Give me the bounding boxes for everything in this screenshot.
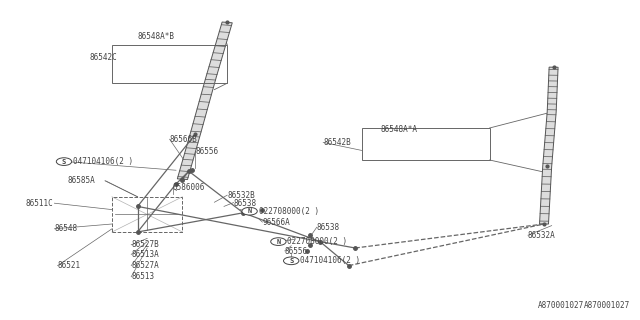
Text: 86548A*B: 86548A*B (138, 32, 175, 41)
Polygon shape (177, 22, 232, 180)
Text: 86532A: 86532A (528, 231, 556, 240)
Bar (112, 45, 227, 83)
Text: 86532B: 86532B (227, 191, 255, 200)
Text: 86556: 86556 (285, 247, 308, 256)
Circle shape (284, 257, 299, 265)
Text: 86538: 86538 (234, 199, 257, 208)
Text: 022708000(2 ): 022708000(2 ) (287, 237, 348, 246)
Circle shape (242, 207, 257, 215)
Text: 86513A: 86513A (131, 250, 159, 259)
Text: 86585A: 86585A (67, 176, 95, 185)
Text: 86511C: 86511C (26, 199, 53, 208)
Circle shape (56, 158, 72, 165)
Text: 86527A: 86527A (131, 261, 159, 270)
Text: 86542B: 86542B (323, 138, 351, 147)
Text: 86521: 86521 (58, 261, 81, 270)
Text: 86542C: 86542C (90, 53, 117, 62)
Text: S: S (62, 159, 66, 164)
Text: 86527B: 86527B (131, 240, 159, 249)
Text: 022708000(2 ): 022708000(2 ) (259, 207, 319, 216)
Text: N: N (248, 208, 252, 214)
Text: Q586006: Q586006 (173, 183, 205, 192)
Text: 047104106(2 ): 047104106(2 ) (73, 157, 133, 166)
Text: 047104106(2 ): 047104106(2 ) (300, 256, 360, 265)
Bar (112, 197, 182, 232)
Text: 86556: 86556 (195, 148, 218, 156)
Text: 86548A*A: 86548A*A (381, 125, 418, 134)
Text: 86566B: 86566B (170, 135, 197, 144)
Text: S: S (289, 258, 293, 264)
Bar (362, 128, 490, 160)
Circle shape (271, 238, 286, 245)
Text: 96566A: 96566A (262, 218, 290, 227)
Polygon shape (540, 67, 558, 224)
Text: 86513: 86513 (131, 272, 154, 281)
Text: A870001027: A870001027 (538, 301, 584, 310)
Text: A870001027: A870001027 (584, 301, 630, 310)
Text: 86548: 86548 (54, 224, 77, 233)
Text: 86538: 86538 (317, 223, 340, 232)
Text: N: N (276, 239, 280, 244)
